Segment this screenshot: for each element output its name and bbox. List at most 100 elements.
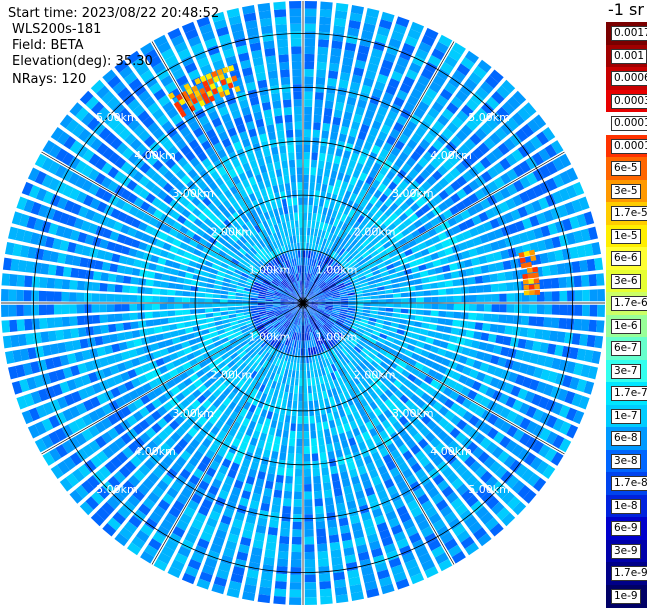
range-gate-cell bbox=[392, 318, 400, 323]
range-gate-cell bbox=[306, 250, 309, 258]
range-gate-cell bbox=[317, 214, 322, 222]
range-gate-cell bbox=[425, 262, 434, 269]
range-gate-cell bbox=[339, 133, 347, 142]
range-gate-cell bbox=[100, 283, 108, 292]
range-gate-cell bbox=[552, 291, 560, 301]
range-gate-cell bbox=[228, 296, 236, 299]
range-gate-cell bbox=[332, 435, 339, 444]
range-gate-cell bbox=[323, 115, 331, 124]
range-gate-cell bbox=[25, 261, 34, 273]
range-gate-cell bbox=[391, 322, 399, 327]
range-gate-cell bbox=[276, 566, 287, 574]
range-gate-cell bbox=[292, 69, 301, 77]
range-gate-cell bbox=[18, 334, 27, 346]
range-gate-cell bbox=[277, 176, 283, 184]
range-gate-cell bbox=[564, 332, 573, 344]
range-gate-cell bbox=[309, 190, 314, 198]
range-gate-cell bbox=[297, 416, 302, 424]
range-gate-cell bbox=[269, 427, 276, 436]
range-gate-cell bbox=[213, 312, 221, 316]
range-gate-cell bbox=[333, 572, 345, 581]
range-gate-cell bbox=[304, 92, 313, 100]
range-gate-cell bbox=[279, 184, 285, 192]
range-gate-cell bbox=[305, 9, 317, 17]
range-gate-cell bbox=[335, 10, 348, 19]
range-gate-cell bbox=[425, 337, 434, 344]
range-gate-cell bbox=[179, 264, 188, 271]
range-gate-cell bbox=[269, 194, 275, 203]
range-gate-cell bbox=[168, 317, 176, 323]
range-gate-cell bbox=[299, 205, 303, 213]
range-gate-cell bbox=[268, 527, 278, 536]
range-gate-cell bbox=[301, 348, 303, 356]
range-gate-cell bbox=[444, 273, 453, 280]
range-gate-cell bbox=[587, 335, 596, 348]
range-gate-cell bbox=[16, 290, 24, 302]
range-gate-cell bbox=[311, 446, 318, 454]
range-gate-cell bbox=[39, 291, 47, 302]
range-gate-cell bbox=[542, 266, 551, 277]
high-backscatter-cell bbox=[534, 278, 540, 283]
range-gate-cell bbox=[321, 184, 327, 192]
range-gate-cell bbox=[198, 314, 206, 319]
range-gate-cell bbox=[597, 289, 605, 301]
range-gate-cell bbox=[70, 328, 79, 338]
range-gate-cell bbox=[137, 295, 145, 302]
range-gate-cell bbox=[279, 452, 286, 460]
range-gate-cell bbox=[476, 313, 484, 321]
range-gate-cell bbox=[376, 282, 384, 287]
range-gate-cell bbox=[269, 404, 275, 413]
range-gate-cell bbox=[152, 288, 160, 295]
range-gate-cell bbox=[305, 39, 316, 47]
range-gate-cell bbox=[295, 469, 302, 477]
range-gate-cell bbox=[305, 16, 317, 24]
range-gate-cell bbox=[282, 92, 291, 100]
range-gate-cell bbox=[305, 582, 317, 590]
range-gate-cell bbox=[304, 439, 310, 447]
range-gate-cell bbox=[296, 439, 302, 447]
range-gate-cell bbox=[287, 453, 294, 461]
range-gate-cell bbox=[289, 213, 293, 221]
range-gate-cell bbox=[321, 414, 327, 422]
range-gate-cell bbox=[371, 307, 379, 310]
range-gate-cell bbox=[326, 444, 333, 453]
range-gate-cell bbox=[294, 107, 302, 115]
range-gate-cell bbox=[305, 258, 307, 266]
high-backscatter-cell bbox=[527, 268, 533, 274]
range-gate-cell bbox=[269, 170, 276, 179]
range-gate-cell bbox=[265, 303, 273, 305]
range-gate-cell bbox=[506, 315, 514, 324]
range-gate-cell bbox=[439, 304, 447, 310]
range-gate-cell bbox=[328, 527, 338, 536]
range-gate-cell bbox=[228, 303, 236, 306]
range-gate-cell bbox=[319, 153, 326, 161]
range-gate-cell bbox=[280, 407, 286, 415]
range-gate-cell bbox=[276, 429, 283, 437]
range-gate-cell bbox=[323, 482, 331, 491]
range-gate-cell bbox=[274, 490, 283, 499]
range-gate-cell bbox=[47, 278, 55, 289]
range-gate-cell bbox=[332, 117, 341, 126]
range-gate-cell bbox=[269, 78, 279, 87]
range-gate-cell bbox=[70, 268, 79, 278]
range-gate-cell bbox=[389, 273, 397, 279]
range-gate-cell bbox=[307, 371, 310, 379]
range-gate-cell bbox=[17, 275, 25, 287]
range-gate-cell bbox=[411, 333, 420, 340]
range-gate-cell bbox=[304, 61, 314, 69]
range-gate-cell bbox=[33, 262, 42, 274]
range-gate-cell bbox=[283, 100, 292, 108]
range-gate-cell bbox=[265, 301, 273, 303]
range-gate-cell bbox=[167, 297, 175, 303]
range-gate-cell bbox=[495, 335, 504, 344]
range-gate-cell bbox=[295, 378, 299, 386]
range-gate-cell bbox=[187, 333, 196, 340]
range-gate-cell bbox=[273, 596, 286, 605]
range-gate-cell bbox=[115, 314, 123, 322]
range-gate-cell bbox=[398, 276, 406, 282]
range-gate-cell bbox=[431, 290, 439, 296]
range-gate-cell bbox=[262, 102, 271, 111]
range-gate-cell bbox=[329, 420, 336, 429]
range-gate-cell bbox=[499, 304, 507, 312]
range-gate-cell bbox=[303, 363, 306, 371]
